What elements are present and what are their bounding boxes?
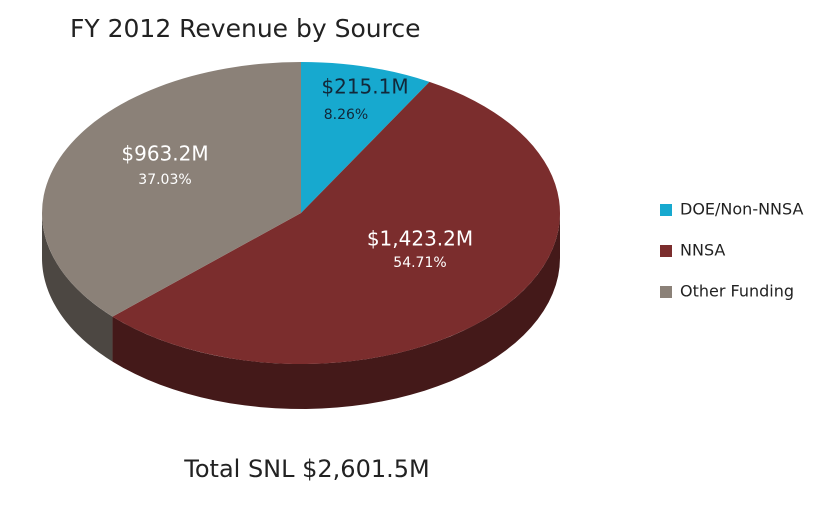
legend-swatch [660,245,672,257]
value-label: 54.71% [393,255,446,271]
legend-label: Other Funding [680,282,794,301]
amount-label: $215.1M [321,75,408,99]
chart-title: FY 2012 Revenue by Source [70,14,420,43]
amount-label: $1,423.2M [367,227,473,251]
legend-label: NNSA [680,241,725,260]
value-label: 8.26% [324,107,368,123]
legend-swatch [660,204,672,216]
slice [42,62,302,317]
slice-side [112,213,560,409]
slice [301,62,430,213]
footer: Total SNL $2,601.5M [183,455,429,483]
legend-label: DOE/Non-NNSA [680,200,803,219]
slice [112,81,560,365]
legend-swatch [660,286,672,298]
value-label: 37.03% [138,172,191,188]
slice-side [42,213,113,362]
amount-label: $963.2M [121,142,208,166]
